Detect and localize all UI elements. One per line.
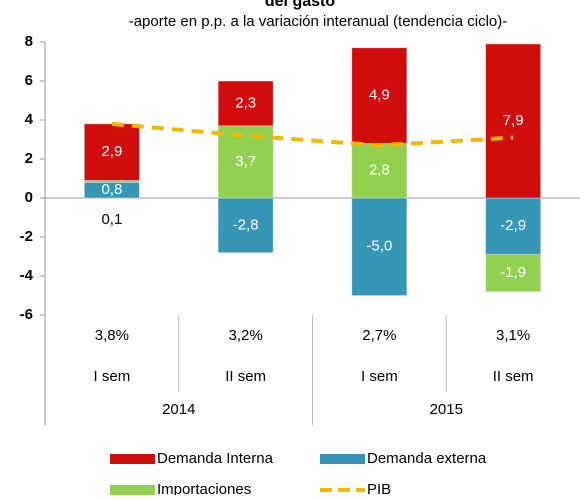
y-tick-label: 2 <box>25 150 33 167</box>
y-tick-label: 4 <box>25 111 34 128</box>
data-label: 2,8 <box>369 162 390 179</box>
data-label: 7,9 <box>503 112 524 129</box>
bar-segment <box>84 180 140 183</box>
data-label: -2,9 <box>500 217 526 234</box>
group-label: 2014 <box>162 401 195 418</box>
legend-label: Demanda Interna <box>157 450 274 467</box>
data-label: 3,7 <box>235 153 256 170</box>
chart-subtitle: -aporte en p.p. a la variación interanua… <box>129 13 508 30</box>
x-tick-label: I sem <box>94 368 131 385</box>
y-tick-label: -6 <box>20 306 33 323</box>
chart-title: del gasto <box>265 0 335 10</box>
y-tick-label: 6 <box>25 72 33 89</box>
y-tick-label: 0 <box>25 189 33 206</box>
data-label: 2,3 <box>235 94 256 111</box>
pib-label: 3,1% <box>496 327 530 344</box>
pib-label: 3,2% <box>229 327 263 344</box>
bar-segment <box>84 123 140 181</box>
bar-segment <box>485 43 541 199</box>
data-label: 4,9 <box>369 87 390 104</box>
data-label: 0,8 <box>101 181 122 198</box>
y-tick-label: 8 <box>25 33 33 50</box>
data-label: -1,9 <box>500 264 526 281</box>
pib-label: 2,7% <box>362 327 396 344</box>
bar-segment <box>351 47 408 144</box>
group-label: 2015 <box>430 401 463 418</box>
line <box>111 121 514 148</box>
pib-label: 3,8% <box>95 327 129 344</box>
bar-segment <box>485 254 541 292</box>
bar-segment <box>217 80 274 127</box>
legend-label: Demanda externa <box>367 450 487 467</box>
bar-segment <box>217 125 274 199</box>
legend-swatch <box>110 485 155 495</box>
legend-swatch <box>110 454 155 464</box>
y-tick-label: -2 <box>20 228 33 245</box>
legend-label: Importaciones <box>157 481 251 495</box>
bar-segment <box>351 197 408 296</box>
x-tick-label: II sem <box>225 368 266 385</box>
legend-label: PIB <box>367 481 391 495</box>
data-label: -5,0 <box>366 238 392 255</box>
x-tick-label: II sem <box>493 368 534 385</box>
bar-segment <box>217 197 274 253</box>
legend-swatch <box>320 454 365 464</box>
data-label: 2,9 <box>101 143 122 160</box>
x-tick-label: I sem <box>361 368 398 385</box>
bar-segment <box>351 143 408 199</box>
y-tick-label: -4 <box>20 267 34 284</box>
data-label: 0,1 <box>101 211 122 228</box>
data-label: -2,8 <box>233 216 259 233</box>
